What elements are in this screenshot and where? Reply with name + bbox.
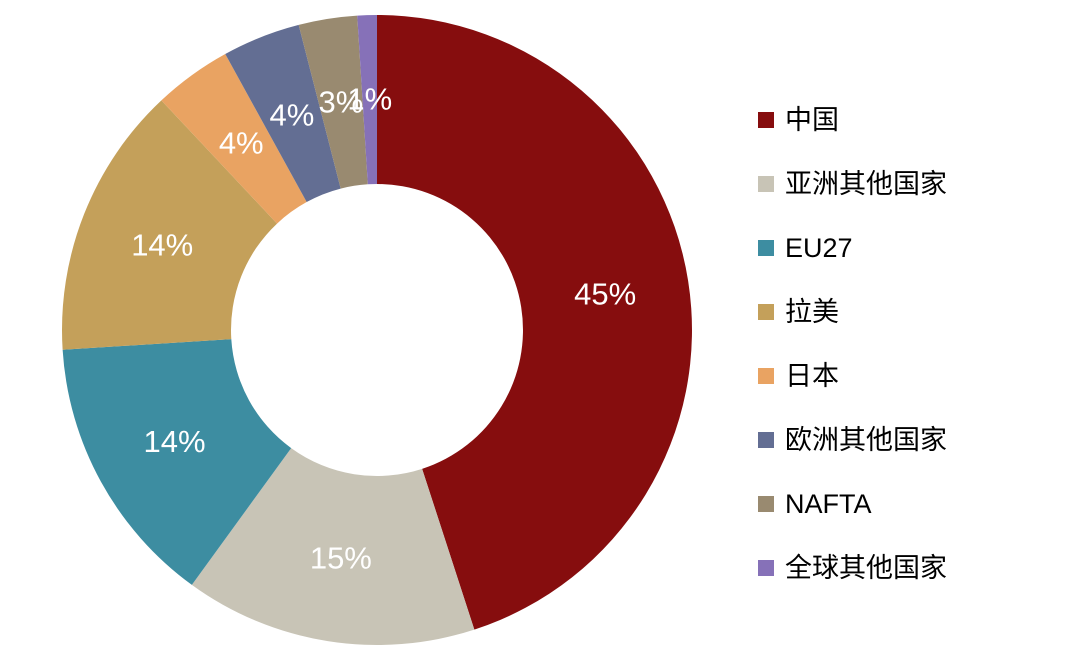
legend-label-other-europe: 欧洲其他国家: [785, 425, 947, 455]
slice-label-japan: 4%: [219, 126, 264, 161]
legend-label-latin-america: 拉美: [785, 297, 839, 327]
slice-eu27: [62, 339, 292, 585]
slice-label-latin-america: 14%: [131, 227, 193, 262]
legend-label-eu27: EU27: [785, 233, 853, 263]
legend-marker-china: [758, 112, 774, 128]
legend-marker-other-europe: [758, 432, 774, 448]
slice-label-other-asia: 15%: [310, 541, 372, 576]
legend-item-japan: 日本: [758, 362, 947, 390]
legend-item-nafta: NAFTA: [758, 490, 947, 518]
legend-marker-nafta: [758, 496, 774, 512]
slice-other-asia: [191, 448, 475, 645]
slice-japan: [161, 53, 307, 224]
legend-item-eu27: EU27: [758, 234, 947, 262]
legend-marker-latin-america: [758, 304, 774, 320]
legend-marker-rest-of-world: [758, 560, 774, 576]
slice-latin-america: [61, 100, 278, 350]
legend-marker-other-asia: [758, 176, 774, 192]
slice-label-other-europe: 4%: [270, 98, 315, 133]
legend-marker-eu27: [758, 240, 774, 256]
slice-label-china: 45%: [574, 276, 636, 311]
slice-label-rest-of-world: 1%: [347, 82, 392, 117]
legend-label-japan: 日本: [785, 361, 839, 391]
donut-chart: 45%15%14%14%4%4% 3%1%: [61, 14, 692, 645]
legend-item-other-asia: 亚洲其他国家: [758, 170, 947, 198]
slice-label-eu27: 14%: [144, 424, 206, 459]
slice-label-nafta: 3%: [318, 84, 363, 119]
legend-marker-japan: [758, 368, 774, 384]
slice-china: [377, 15, 692, 630]
slice-rest-of-world: [357, 14, 377, 185]
legend-label-rest-of-world: 全球其他国家: [785, 553, 947, 583]
legend-label-other-asia: 亚洲其他国家: [785, 169, 947, 199]
slice-other-europe: [225, 24, 341, 203]
legend-item-other-europe: 欧洲其他国家: [758, 426, 947, 454]
legend-item-latin-america: 拉美: [758, 298, 947, 326]
slice-nafta: [298, 15, 368, 189]
legend-label-china: 中国: [785, 105, 839, 135]
legend-label-nafta: NAFTA: [785, 489, 872, 519]
legend-item-china: 中国: [758, 106, 947, 134]
legend-item-rest-of-world: 全球其他国家: [758, 554, 947, 582]
chart-legend: 中国 亚洲其他国家 EU27 拉美 日本 欧洲其他国家 NAFTA 全球其他国: [758, 106, 947, 582]
